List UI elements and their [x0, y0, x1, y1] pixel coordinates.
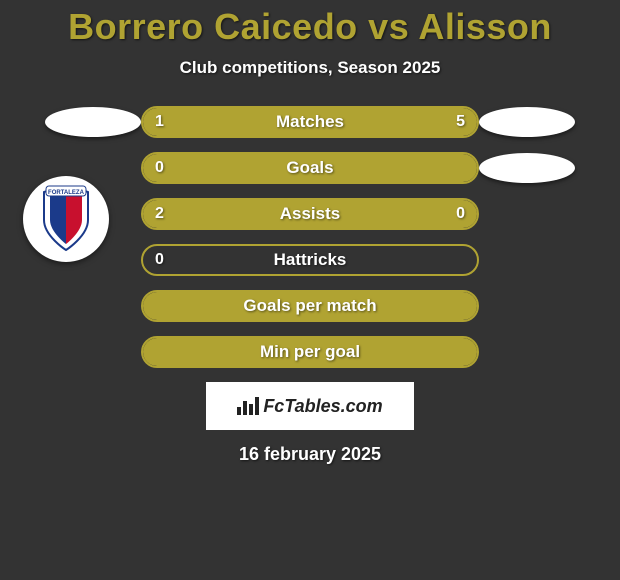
- club-badge-left: FORTALEZA: [10, 176, 122, 262]
- stat-label: Hattricks: [143, 250, 477, 270]
- svg-text:FORTALEZA: FORTALEZA: [48, 190, 85, 196]
- date-text: 16 february 2025: [0, 444, 620, 465]
- stat-row: 1 Matches 5: [0, 106, 620, 138]
- player-left-ellipse: [45, 107, 141, 137]
- stat-label: Goals per match: [143, 296, 477, 316]
- stat-right-value: 0: [456, 205, 465, 223]
- page-title: Borrero Caicedo vs Alisson: [0, 0, 620, 48]
- player-right-ellipse: [479, 107, 575, 137]
- stat-label: Min per goal: [143, 342, 477, 362]
- stat-bar-min-per-goal: Min per goal: [141, 336, 479, 368]
- right-slot: [479, 153, 575, 183]
- stat-bar-hattricks: 0 Hattricks: [141, 244, 479, 276]
- stat-right-value: 5: [456, 113, 465, 131]
- stat-bar-goals-per-match: Goals per match: [141, 290, 479, 322]
- right-slot: [479, 107, 575, 137]
- stat-label: Matches: [143, 112, 477, 132]
- shield-icon: FORTALEZA: [36, 184, 96, 254]
- stat-bar-goals: 0 Goals: [141, 152, 479, 184]
- stat-row: Goals per match: [0, 290, 620, 322]
- bars-icon: [237, 397, 259, 415]
- fctables-branding: FcTables.com: [206, 382, 414, 430]
- stat-row: Min per goal: [0, 336, 620, 368]
- branding-text: FcTables.com: [263, 396, 382, 417]
- stat-bar-assists: 2 Assists 0: [141, 198, 479, 230]
- left-slot: [45, 107, 141, 137]
- player-right-ellipse: [479, 153, 575, 183]
- stat-bar-matches: 1 Matches 5: [141, 106, 479, 138]
- stat-label: Assists: [143, 204, 477, 224]
- stat-label: Goals: [143, 158, 477, 178]
- fortaleza-badge: FORTALEZA: [23, 176, 109, 262]
- subtitle: Club competitions, Season 2025: [0, 58, 620, 78]
